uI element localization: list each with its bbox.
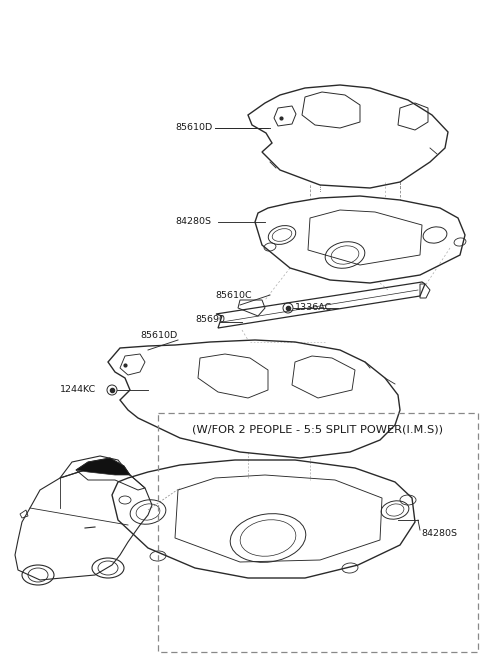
Text: 85610D: 85610D [175,123,212,132]
Text: 85690: 85690 [195,315,225,325]
Text: (W/FOR 2 PEOPLE - 5:5 SPLIT POWER(I.M.S)): (W/FOR 2 PEOPLE - 5:5 SPLIT POWER(I.M.S)… [192,425,444,435]
Text: 84280S: 84280S [175,217,211,227]
Polygon shape [76,458,130,475]
Text: 84280S: 84280S [421,529,457,537]
Text: 85610C: 85610C [215,291,252,299]
Bar [158,413,478,652]
Text: 1336AC: 1336AC [295,303,332,313]
Text: 1244KC: 1244KC [60,386,96,395]
Text: 85610D: 85610D [140,331,177,340]
